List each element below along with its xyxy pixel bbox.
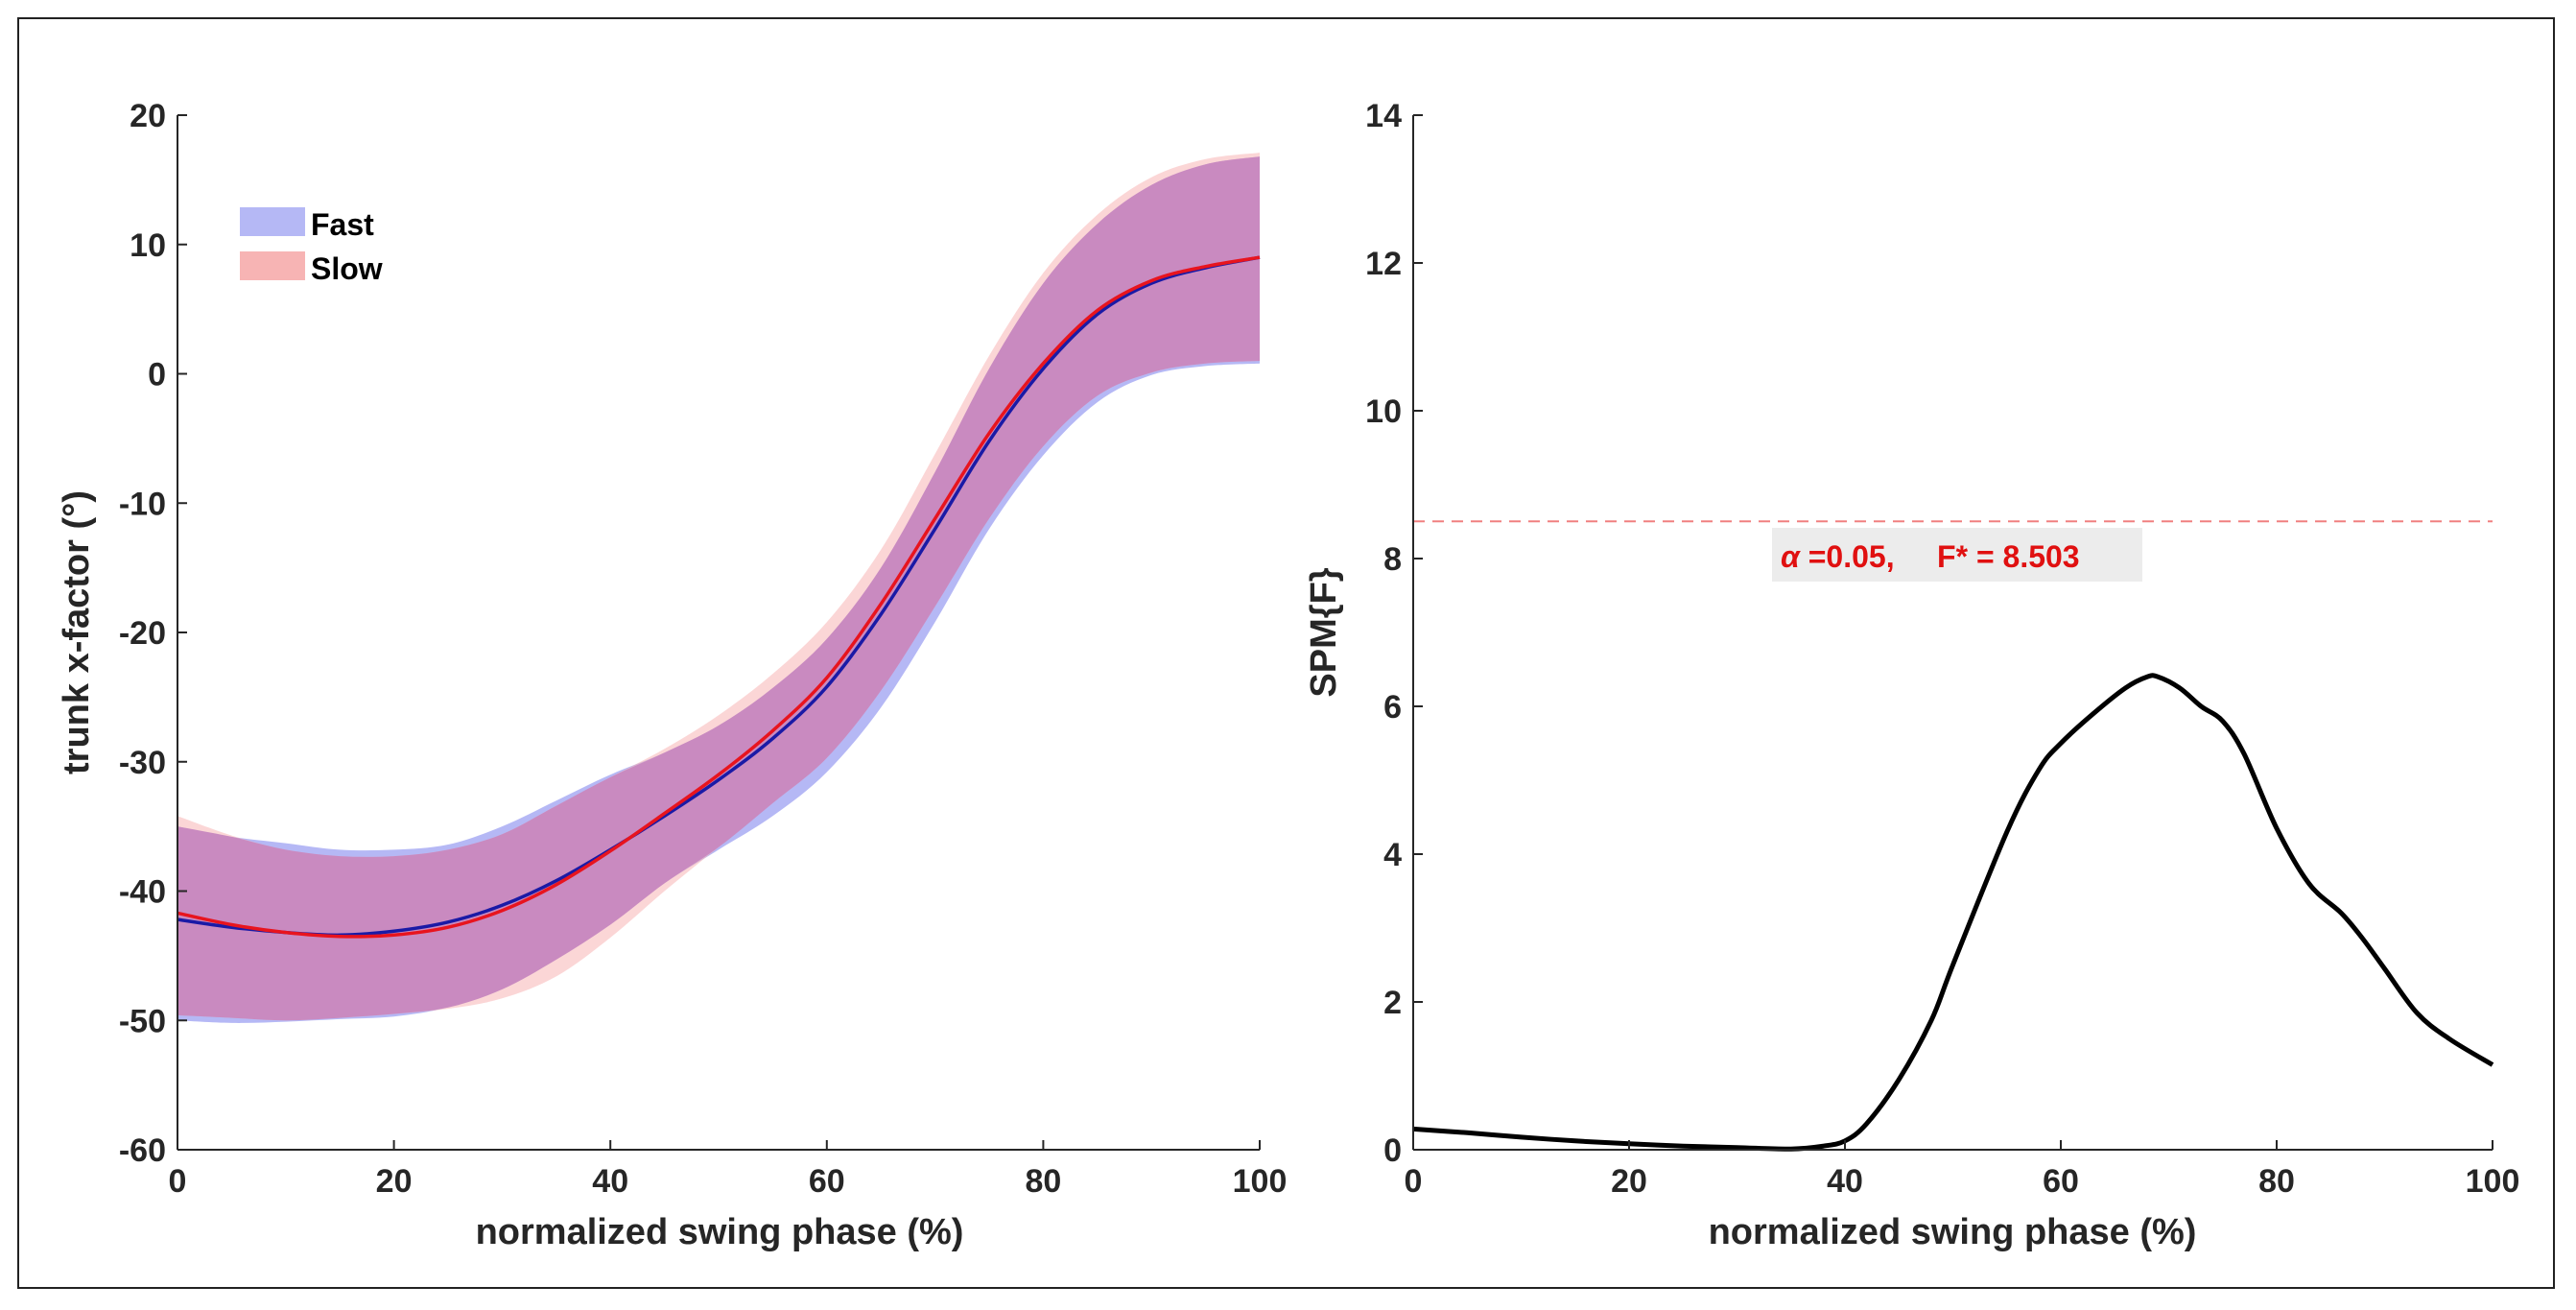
left-x-ticks: 0 20 40 60 80 100 xyxy=(169,1140,1288,1200)
right-x-tick-label: 0 xyxy=(1405,1163,1423,1200)
right-lines xyxy=(1412,673,2494,1152)
right-x-tick-label: 60 xyxy=(2043,1163,2079,1200)
left-x-tick-label: 0 xyxy=(169,1163,187,1200)
left-x-axis-label: normalized swing phase (%) xyxy=(476,1212,964,1252)
left-y-tick-label: -20 xyxy=(119,615,166,652)
left-lines xyxy=(177,255,1261,939)
left-y-tick-label: -40 xyxy=(119,874,166,911)
left-x-tick-label: 40 xyxy=(592,1163,628,1200)
left-x-tick-label: 100 xyxy=(1233,1163,1288,1200)
left-x-tick-label: 60 xyxy=(809,1163,845,1200)
left-y-tick-label: -60 xyxy=(119,1132,166,1169)
threshold-annotation: α =0.05, F* = 8.503 xyxy=(1772,528,2142,582)
right-y-tick-label: 6 xyxy=(1383,689,1402,726)
left-y-ticks: -60 -50 -40 -30 -20 -10 0 10 20 xyxy=(119,98,187,1169)
left-y-tick-label: -10 xyxy=(119,486,166,522)
left-y-tick-label: 0 xyxy=(148,357,166,393)
annotation-alpha: α xyxy=(1781,539,1801,574)
band-overlap xyxy=(177,156,1260,1021)
figure-frame xyxy=(17,17,2555,1289)
right-panel: α =0.05, F* = 8.503 0 2 4 6 8 10 12 14 0 20 40 60 8… xyxy=(1304,98,2519,1252)
annotation-values: =0.05, F* = 8.503 xyxy=(1800,539,2080,574)
left-y-tick-label: 10 xyxy=(130,227,166,264)
legend-label-fast: Fast xyxy=(311,207,374,242)
right-y-tick-label: 8 xyxy=(1383,541,1402,578)
right-y-tick-label: 10 xyxy=(1365,393,1402,430)
left-panel: -60 -50 -40 -30 -20 -10 0 10 20 0 20 40 60 80 100 nor… xyxy=(57,98,1287,1252)
right-x-tick-label: 40 xyxy=(1827,1163,1863,1200)
right-y-tick-label: 2 xyxy=(1383,985,1402,1021)
right-y-ticks: 0 2 4 6 8 10 12 14 xyxy=(1365,98,1423,1169)
right-x-tick-label: 100 xyxy=(2466,1163,2520,1200)
left-bands xyxy=(177,153,1260,1023)
spm-f-curve xyxy=(1412,673,2494,1152)
right-y-tick-label: 4 xyxy=(1383,837,1402,873)
left-x-tick-label: 80 xyxy=(1025,1163,1061,1200)
right-x-tick-label: 80 xyxy=(2258,1163,2295,1200)
annotation-background xyxy=(1772,528,2142,582)
right-y-tick-label: 14 xyxy=(1365,98,1402,134)
right-x-axis-label: normalized swing phase (%) xyxy=(1709,1212,2197,1252)
legend-label-slow: Slow xyxy=(311,251,383,286)
right-y-tick-label: 12 xyxy=(1365,246,1402,282)
legend-swatch-fast xyxy=(240,207,305,236)
left-x-tick-label: 20 xyxy=(376,1163,413,1200)
left-y-tick-label: 20 xyxy=(130,98,166,134)
annotation-text: α =0.05, F* = 8.503 xyxy=(1781,539,2080,574)
mean-line-fast xyxy=(177,255,1261,938)
right-x-tick-label: 20 xyxy=(1611,1163,1647,1200)
right-x-ticks: 0 20 40 60 80 100 xyxy=(1405,1140,2520,1200)
left-y-axis-label: trunk x-factor (°) xyxy=(57,490,97,774)
mean-line-slow xyxy=(177,255,1261,939)
right-y-tick-label: 0 xyxy=(1383,1132,1402,1169)
legend: Fast Slow xyxy=(240,207,383,286)
right-y-axis-label: SPM{F} xyxy=(1304,567,1344,697)
left-y-tick-label: -30 xyxy=(119,745,166,781)
legend-swatch-slow xyxy=(240,251,305,280)
left-y-tick-label: -50 xyxy=(119,1003,166,1039)
